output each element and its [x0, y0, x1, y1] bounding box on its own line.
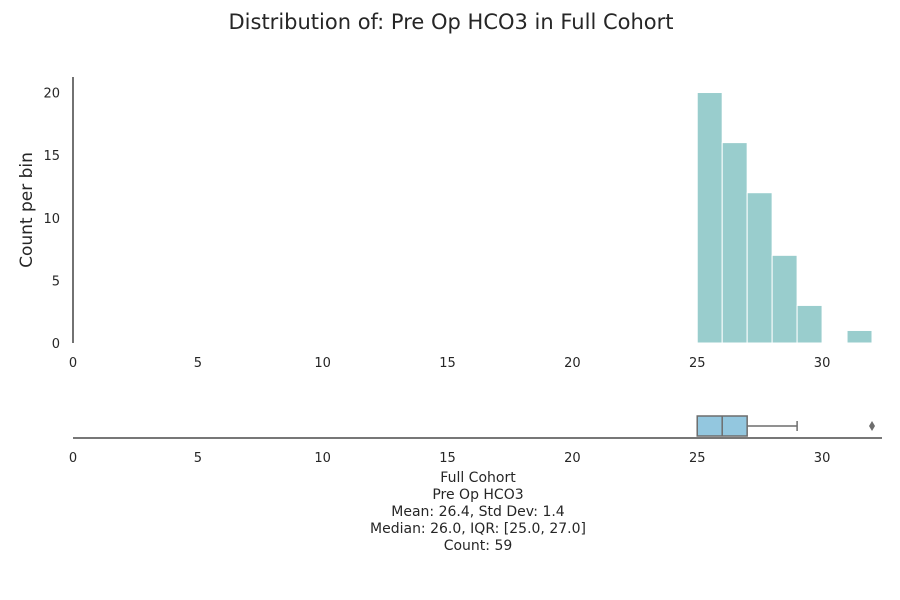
x-tick-label: 5 [194, 451, 202, 466]
x-tick-label: 20 [564, 451, 581, 466]
x-tick-label: 15 [439, 451, 456, 466]
x-tick-label: 30 [814, 451, 831, 466]
histogram-bar [746, 192, 773, 344]
y-tick-label: 0 [52, 337, 60, 352]
histogram-bar [846, 329, 873, 344]
x-tick-label: 15 [439, 356, 456, 371]
y-tick-label: 15 [43, 149, 60, 164]
y-tick-label: 20 [43, 87, 60, 102]
x-tick-label: 30 [814, 356, 831, 371]
histogram-plot: 0 5 10 15 20 0 5 10 15 20 25 30 [43, 77, 873, 371]
x-tick-label: 10 [314, 451, 331, 466]
caption-mean-sd: Mean: 26.4, Std Dev: 1.4 [391, 504, 565, 520]
summary-caption: Full Cohort Pre Op HCO3 Mean: 26.4, Std … [278, 470, 678, 555]
caption-cohort: Full Cohort [440, 470, 516, 486]
x-tick-label: 10 [314, 356, 331, 371]
x-tick-label: 25 [689, 356, 706, 371]
x-tick-label: 25 [689, 451, 706, 466]
caption-median-iqr: Median: 26.0, IQR: [25.0, 27.0] [370, 521, 586, 537]
histogram-bar [721, 142, 748, 344]
x-tick-label: 20 [564, 356, 581, 371]
histogram-bar [696, 92, 723, 344]
histogram-bar [771, 254, 798, 344]
y-tick-label: 10 [43, 212, 60, 227]
chart-title: Distribution of: Pre Op HCO3 in Full Coh… [229, 10, 674, 34]
x-tick-label: 0 [69, 356, 77, 371]
x-tick-label: 5 [194, 356, 202, 371]
y-tick-label: 5 [52, 274, 60, 289]
y-axis-label: Count per bin [17, 152, 37, 268]
histogram-bar [796, 304, 823, 344]
caption-count: Count: 59 [443, 538, 513, 554]
outlier-point [869, 421, 876, 431]
x-tick-label: 0 [69, 451, 77, 466]
boxplot-plot: 0 5 10 15 20 25 30 [69, 415, 882, 466]
caption-variable: Pre Op HCO3 [432, 487, 524, 503]
